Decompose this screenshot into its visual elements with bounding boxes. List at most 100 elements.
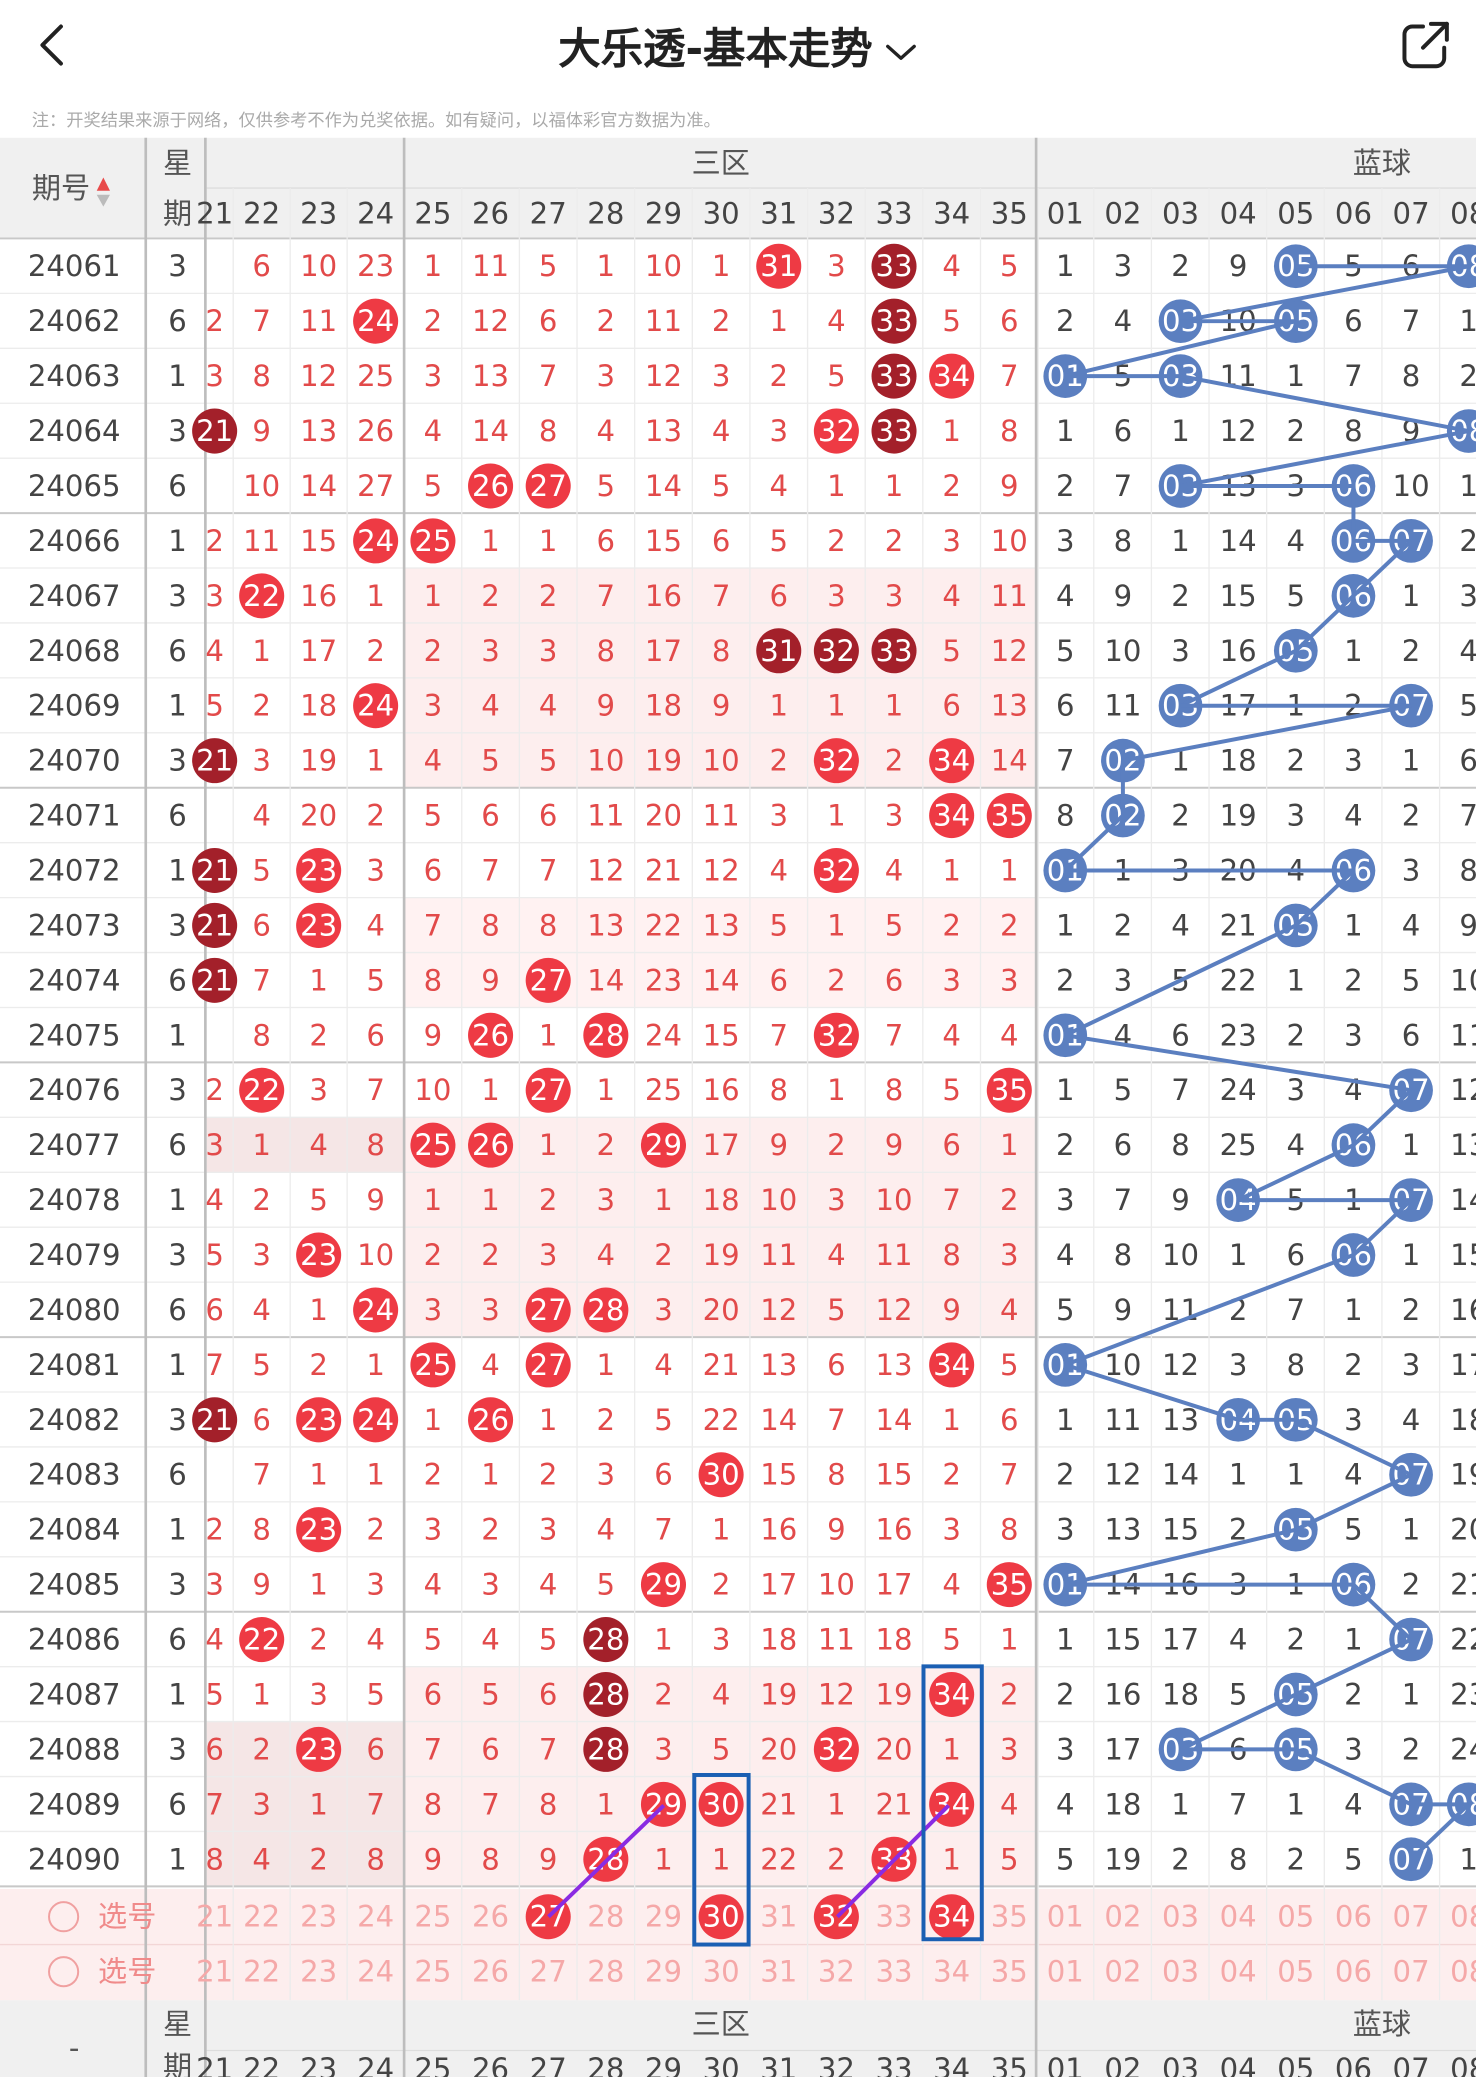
blue-miss-count: 1	[1056, 1073, 1075, 1107]
select-red-option[interactable]: 33	[875, 1900, 912, 1934]
select-radio-icon[interactable]	[48, 1956, 80, 1988]
red-miss-count: 4	[942, 1018, 961, 1052]
select-red-option[interactable]: 33	[875, 1955, 912, 1989]
blue-miss-count: 8	[1402, 359, 1421, 393]
select-blue-option[interactable]: 06	[1335, 1900, 1372, 1934]
blue-miss-count: 3	[1344, 1732, 1363, 1766]
red-miss-count: 3	[366, 1568, 385, 1602]
footer-weekday-bottom: 期	[163, 2049, 192, 2077]
period-cell: 24063	[28, 359, 121, 393]
red-ball-number: 34	[933, 1677, 970, 1711]
selected-red-number[interactable]: 30	[703, 1900, 740, 1934]
page-title[interactable]: 大乐透-基本走势	[0, 16, 1476, 77]
red-ball	[986, 793, 1032, 839]
select-red-option[interactable]: 26	[472, 1900, 509, 1934]
select-red-option[interactable]: 35	[991, 1900, 1028, 1934]
blue-miss-count: 1	[1402, 1128, 1421, 1162]
select-red-option[interactable]: 25	[414, 1955, 451, 1989]
red-miss-count: 2	[942, 1458, 961, 1492]
table-row: 24086 6 4 22 2 4 5 4 5 28 1 3 18 11 18 5 1	[28, 1617, 1019, 1663]
select-red-option[interactable]: 28	[587, 1955, 624, 1989]
select-red-option[interactable]: 34	[933, 1955, 970, 1989]
select-red-option[interactable]: 21	[196, 1900, 233, 1934]
blue-miss-count: 1	[1402, 744, 1421, 778]
red-ball	[296, 902, 342, 948]
select-radio-icon[interactable]	[48, 1901, 80, 1933]
table-row: 24082 3 21 6 23 24 1 26 1 2 5 22 14 7 14 1 6	[28, 1397, 1019, 1443]
period-cell: 24073	[28, 908, 121, 942]
select-blue-option[interactable]: 05	[1277, 1955, 1314, 1989]
red-miss-count: 7	[481, 1787, 500, 1821]
select-red-option[interactable]: 32	[818, 1955, 855, 1989]
red-miss-count: 1	[827, 799, 846, 833]
blue-miss-count: 9	[1114, 1293, 1133, 1327]
blue-miss-count: 17	[1162, 1623, 1199, 1657]
share-button[interactable]	[1397, 16, 1455, 74]
selected-red-ball[interactable]	[929, 1894, 975, 1940]
select-row[interactable]: 选号 21 22 23 24 25 26 27 28 29 30 31 32 33 34 35 01 02 03 04…	[48, 1955, 1476, 1989]
red-ball	[296, 1232, 342, 1278]
blue-miss-count: 10	[1104, 634, 1141, 668]
footer-blue-header: 03	[1162, 2052, 1199, 2077]
select-blue-option[interactable]: 05	[1277, 1900, 1314, 1934]
selected-red-ball[interactable]	[698, 1894, 744, 1940]
select-blue-option[interactable]: 04	[1220, 1955, 1257, 1989]
period-cell: 24069	[28, 689, 121, 723]
select-red-option[interactable]: 24	[357, 1900, 394, 1934]
red-ball-number: 28	[587, 1623, 624, 1657]
select-blue-option[interactable]: 08	[1450, 1955, 1476, 1989]
select-blue-option[interactable]: 07	[1393, 1955, 1430, 1989]
red-miss-count: 10	[357, 1238, 394, 1272]
red-miss-count: 3	[424, 359, 443, 393]
back-button[interactable]	[29, 19, 82, 72]
red-ball-number: 24	[357, 1403, 394, 1437]
weekday-cell: 6	[168, 1458, 187, 1492]
blue-row: 2352212510	[1056, 963, 1476, 997]
red-miss-count: 1	[654, 1623, 673, 1657]
red-ball	[813, 408, 859, 454]
share-out-icon	[1402, 21, 1449, 69]
select-red-option[interactable]: 25	[414, 1900, 451, 1934]
footer-red-header: 35	[991, 2052, 1028, 2077]
select-red-option[interactable]: 23	[300, 1900, 337, 1934]
red-ball-number: 21	[196, 854, 233, 888]
red-miss-count: 6	[252, 249, 271, 283]
red-miss-count: 4	[424, 1568, 443, 1602]
select-red-option[interactable]: 31	[760, 1900, 797, 1934]
red-ball-number: 34	[933, 1348, 970, 1382]
select-blue-option[interactable]: 03	[1162, 1955, 1199, 1989]
select-blue-option[interactable]: 06	[1335, 1955, 1372, 1989]
select-blue-option[interactable]: 02	[1104, 1900, 1141, 1934]
select-blue-option[interactable]: 08	[1450, 1900, 1476, 1934]
red-miss-count: 4	[366, 1623, 385, 1657]
select-red-option[interactable]: 35	[991, 1955, 1028, 1989]
select-red-option[interactable]: 22	[243, 1900, 280, 1934]
select-red-option[interactable]: 28	[587, 1900, 624, 1934]
select-blue-option[interactable]: 03	[1162, 1900, 1199, 1934]
red-ball	[525, 1287, 571, 1333]
weekday-cell: 1	[168, 1677, 187, 1711]
select-blue-option[interactable]: 01	[1047, 1900, 1084, 1934]
select-red-option[interactable]: 29	[645, 1900, 682, 1934]
select-blue-option[interactable]: 07	[1393, 1900, 1430, 1934]
red-miss-count: 11	[875, 1238, 912, 1272]
select-red-option[interactable]: 23	[300, 1955, 337, 1989]
red-miss-count: 6	[481, 1732, 500, 1766]
select-blue-option[interactable]: 02	[1104, 1955, 1141, 1989]
selected-red-number[interactable]: 34	[933, 1900, 970, 1934]
sort-by-period[interactable]: 期号	[32, 171, 110, 207]
select-red-option[interactable]: 21	[196, 1955, 233, 1989]
select-red-option[interactable]: 26	[472, 1955, 509, 1989]
select-blue-option[interactable]: 01	[1047, 1955, 1084, 1989]
select-row[interactable]: 选号 21 22 23 24 25 26 27 28 29 30 31 32 33 34 35 01 02 03 04…	[48, 1894, 1476, 1940]
select-red-option[interactable]: 29	[645, 1955, 682, 1989]
weekday-cell: 1	[168, 689, 187, 723]
red-miss-count: 8	[252, 1513, 271, 1547]
red-miss-count: 5	[1000, 1842, 1019, 1876]
select-red-option[interactable]: 24	[357, 1955, 394, 1989]
select-red-option[interactable]: 27	[530, 1955, 567, 1989]
select-red-option[interactable]: 30	[703, 1955, 740, 1989]
select-red-option[interactable]: 31	[760, 1955, 797, 1989]
select-blue-option[interactable]: 04	[1220, 1900, 1257, 1934]
select-red-option[interactable]: 22	[243, 1955, 280, 1989]
